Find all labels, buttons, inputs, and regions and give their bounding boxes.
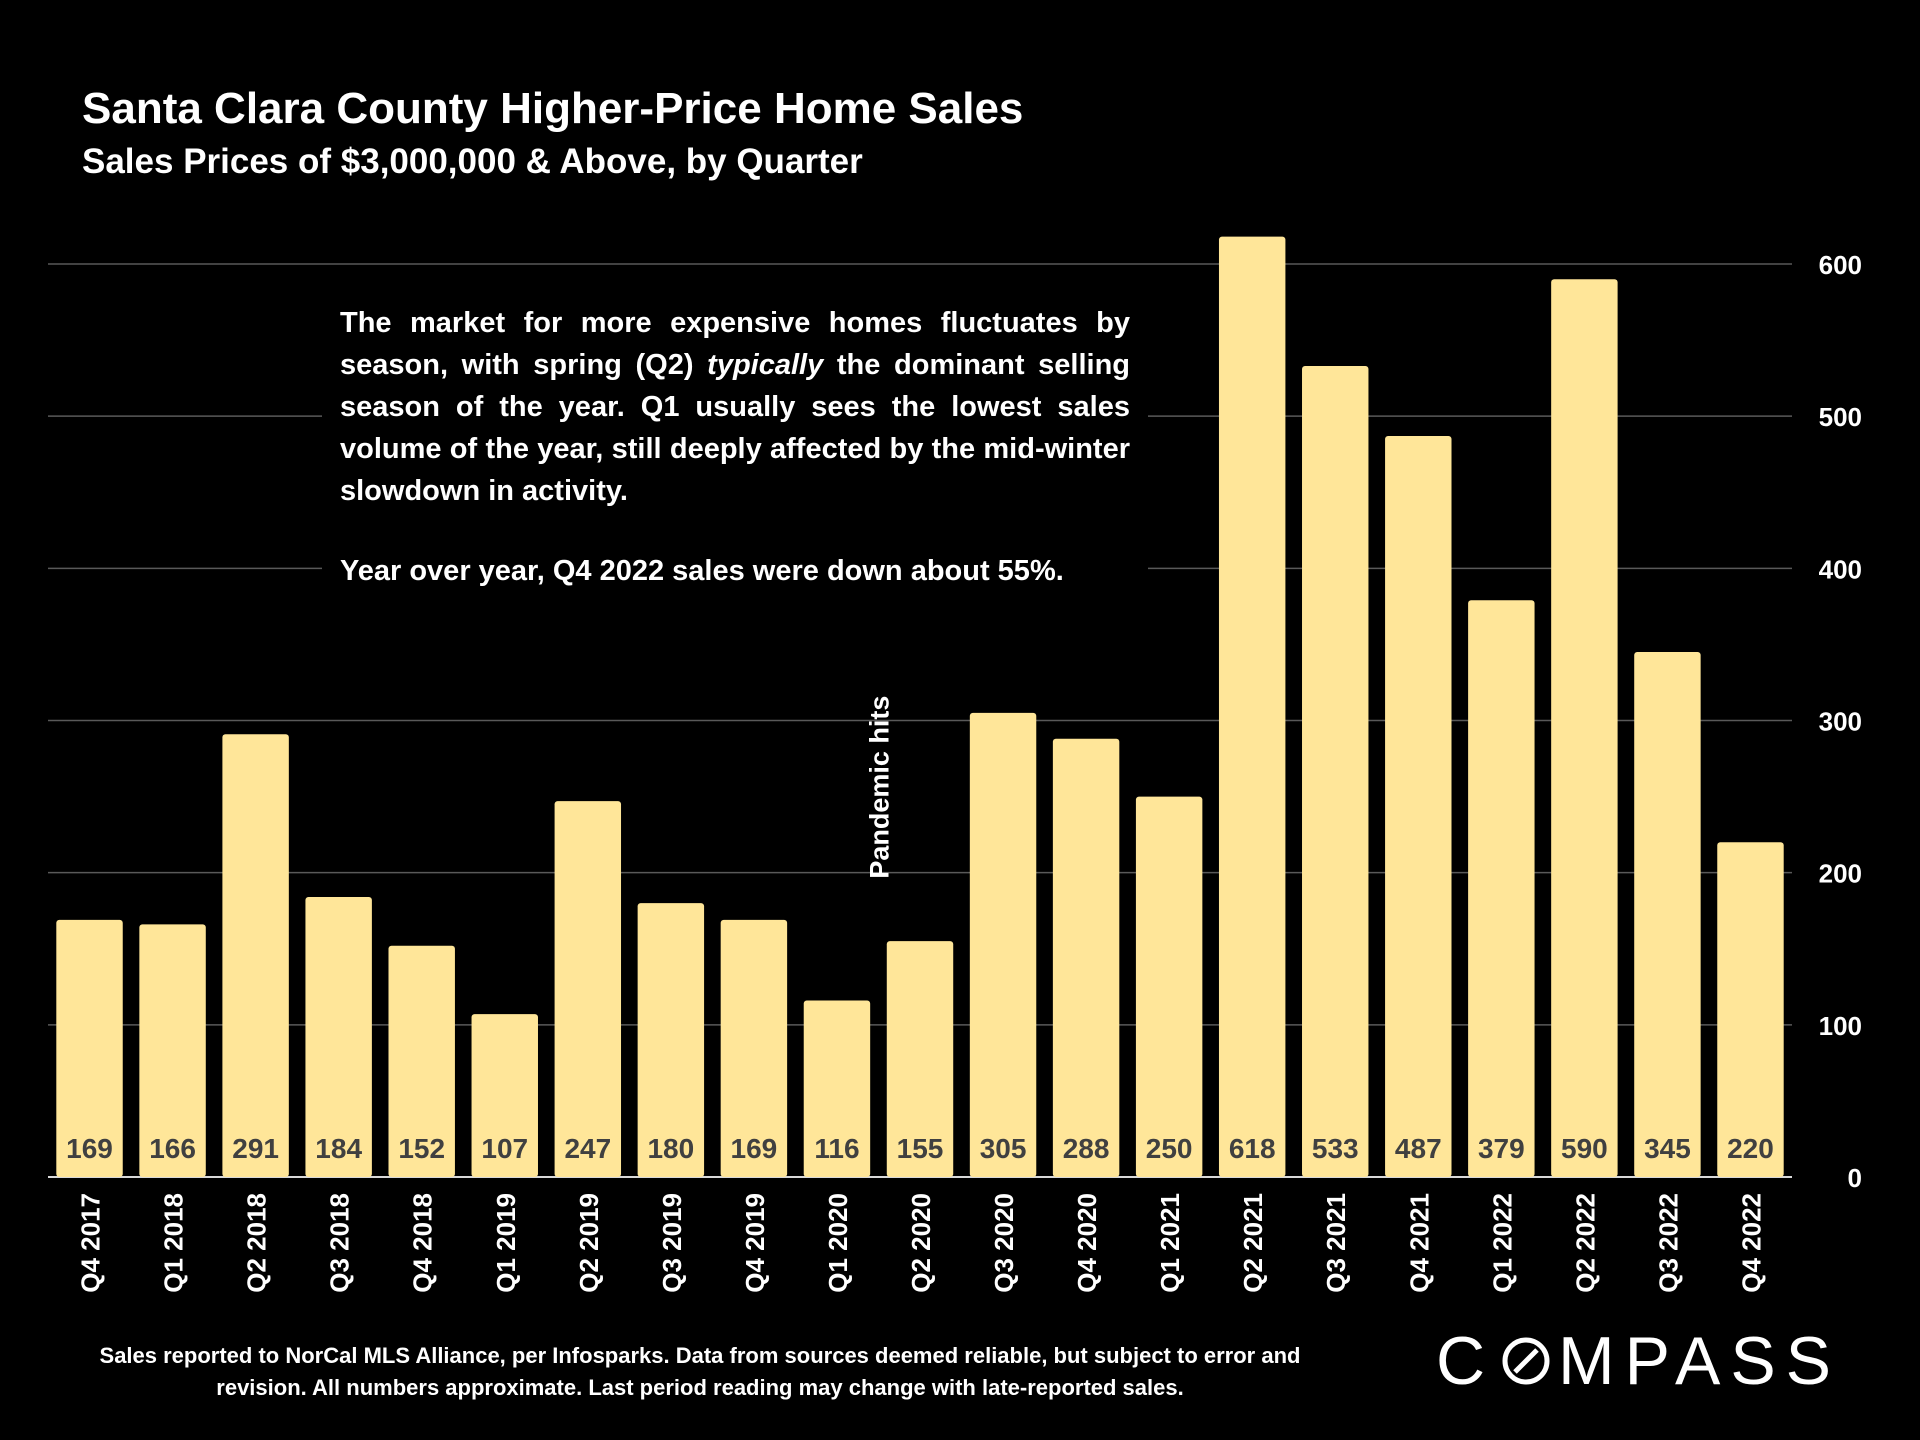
- x-tick-label: Q1 2020: [823, 1193, 853, 1293]
- x-tick-label: Q4 2018: [408, 1193, 438, 1293]
- annotation-paragraph-1: The market for more expensive homes fluc…: [340, 307, 1131, 507]
- x-tick-label: Q3 2019: [657, 1193, 687, 1293]
- bar-value-label: 169: [66, 1133, 113, 1164]
- bar: [1717, 842, 1784, 1177]
- y-tick-label: 0: [1848, 1163, 1862, 1193]
- bar: [1135, 796, 1203, 1177]
- bar-value-label: 166: [149, 1133, 196, 1164]
- bar: [139, 924, 206, 1177]
- bar: [1302, 365, 1369, 1177]
- bar-value-label: 250: [1146, 1133, 1193, 1164]
- bar-value-label: 291: [232, 1133, 279, 1164]
- bars: [56, 236, 1784, 1178]
- bar: [305, 897, 372, 1177]
- x-tick-label: Q1 2018: [159, 1193, 189, 1293]
- bar: [1634, 652, 1701, 1177]
- x-axis-ticks: Q4 2017 Q1 2018 Q2 2018 Q3 2018 Q4 2018 Q1 20…: [76, 1193, 1767, 1293]
- bar-value-label: 533: [1312, 1133, 1359, 1164]
- bar-value-labels: 169 166 291 184 152 107 247 180 169 116 155 305 288 2…: [66, 1133, 1774, 1164]
- bar-value-label: 180: [647, 1133, 694, 1164]
- bar: [388, 945, 455, 1177]
- bar: [56, 919, 123, 1177]
- bar-value-label: 169: [731, 1133, 778, 1164]
- x-tick-label: Q1 2022: [1487, 1193, 1517, 1293]
- bar-value-label: 305: [980, 1133, 1027, 1164]
- x-tick-label: Q3 2018: [325, 1193, 355, 1293]
- bar: [222, 734, 289, 1177]
- source-footnote: Sales reported to NorCal MLS Alliance, p…: [99, 1343, 1301, 1400]
- x-tick-label: Q3 2020: [989, 1193, 1019, 1293]
- bar-value-label: 220: [1727, 1133, 1774, 1164]
- y-axis-ticks: 0 100 200 300 400 500 600: [1819, 250, 1862, 1193]
- bar: [1385, 435, 1452, 1177]
- x-tick-label: Q4 2019: [740, 1193, 770, 1293]
- bar-value-label: 590: [1561, 1133, 1608, 1164]
- bar-value-label: 155: [897, 1133, 944, 1164]
- bar: [720, 919, 788, 1177]
- x-tick-label: Q2 2018: [242, 1193, 272, 1293]
- bar-value-label: 107: [481, 1133, 528, 1164]
- x-tick-label: Q1 2019: [491, 1193, 521, 1293]
- x-tick-label: Q3 2021: [1321, 1193, 1351, 1293]
- x-tick-label: Q1 2021: [1155, 1193, 1185, 1293]
- bar: [803, 1000, 871, 1177]
- bar: [637, 903, 705, 1177]
- y-tick-label: 300: [1819, 707, 1862, 737]
- bar-value-label: 152: [398, 1133, 445, 1164]
- x-tick-label: Q2 2021: [1238, 1193, 1268, 1293]
- bar: [471, 1014, 538, 1177]
- bar-value-label: 487: [1395, 1133, 1442, 1164]
- chart-subtitle: Sales Prices of $3,000,000 & Above, by Q…: [82, 142, 863, 181]
- chart-title: Santa Clara County Higher-Price Home Sal…: [82, 84, 1024, 133]
- annotation-box: The market for more expensive homes fluc…: [322, 302, 1148, 592]
- bar: [1052, 738, 1120, 1177]
- bar-value-label: 379: [1478, 1133, 1525, 1164]
- bar: [969, 712, 1037, 1177]
- y-tick-label: 400: [1819, 554, 1862, 584]
- x-tick-label: Q2 2019: [574, 1193, 604, 1293]
- y-tick-label: 600: [1819, 250, 1862, 280]
- bar: [1468, 600, 1535, 1177]
- y-tick-label: 500: [1819, 402, 1862, 432]
- bar: [1551, 279, 1618, 1177]
- x-tick-label: Q4 2020: [1072, 1193, 1102, 1293]
- bar-value-label: 345: [1644, 1133, 1691, 1164]
- bar-value-label: 247: [564, 1133, 611, 1164]
- x-tick-label: Q4 2021: [1404, 1193, 1434, 1293]
- compass-o-icon: O: [1495, 1322, 1558, 1400]
- bar-value-label: 618: [1229, 1133, 1276, 1164]
- x-tick-label: Q2 2022: [1570, 1193, 1600, 1293]
- pandemic-annotation: Pandemic hits: [864, 696, 894, 879]
- y-tick-label: 200: [1819, 859, 1862, 889]
- bar: [1218, 236, 1286, 1178]
- bar: [886, 941, 954, 1177]
- x-tick-label: Q4 2022: [1736, 1193, 1766, 1293]
- y-tick-label: 100: [1819, 1011, 1862, 1041]
- x-tick-label: Q4 2017: [76, 1193, 106, 1293]
- bar: [554, 801, 622, 1177]
- x-tick-label: Q3 2022: [1653, 1193, 1683, 1293]
- compass-logo: COMPASS: [1436, 1322, 1842, 1400]
- annotation-paragraph-2: Year over year, Q4 2022 sales were down …: [340, 555, 1064, 587]
- bar-value-label: 116: [814, 1133, 859, 1164]
- bar-value-label: 184: [315, 1133, 362, 1164]
- bar-value-label: 288: [1063, 1133, 1110, 1164]
- x-tick-label: Q2 2020: [906, 1193, 936, 1293]
